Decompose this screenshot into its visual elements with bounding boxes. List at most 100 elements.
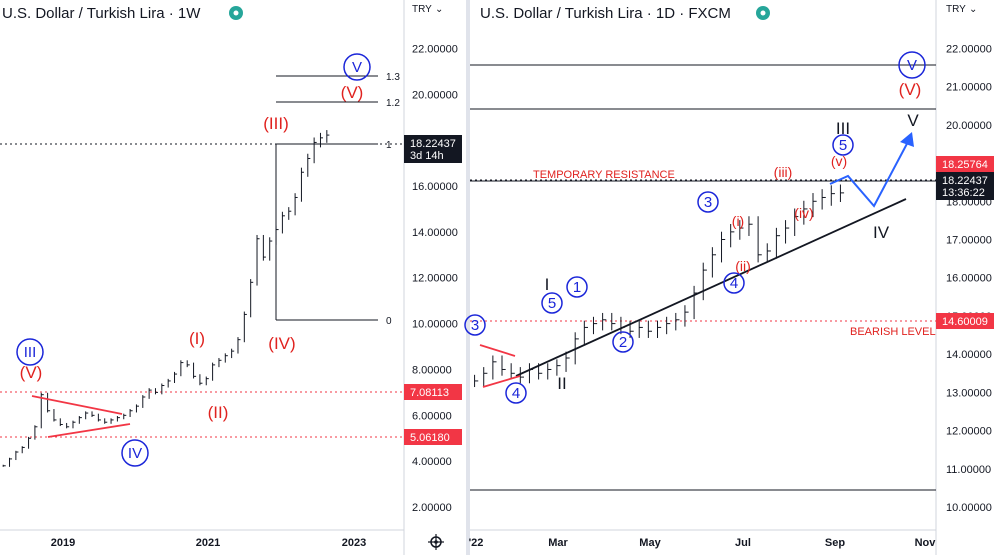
left-ytick-label: 16.00000 [412,181,458,193]
left-ytick-label: 10.00000 [412,319,458,331]
right-wave-v: (v) [831,153,847,169]
right-circle-3-small [464,314,486,336]
right-ytick-label: 14.00000 [946,349,992,361]
left-badge-last: 18.22437 3d 14h [404,135,462,163]
right-price-bars [474,184,845,388]
left-ytick-label: 12.00000 [412,273,458,285]
right-xtick-3: Jul [735,537,751,549]
right-price-ticks: 10.00000 11.00000 12.00000 13.00000 14.00000… [946,43,992,514]
panel-separator[interactable] [466,0,470,555]
right-triangle-upper-line [479,344,516,357]
right-circle-1 [566,276,588,298]
right-badge-last-price: 18.22437 [942,175,988,187]
right-panel: U.S. Dollar / Turkish Lira · 1D · FXCM T… [464,0,994,555]
left-price-ticks: 2.00000 4.00000 6.00000 8.00000 10.00000 12.0… [412,43,458,514]
left-ytick-label: 22.00000 [412,43,458,55]
settings-gear-icon[interactable] [428,534,444,550]
left-xtick-2: 2023 [342,537,366,549]
left-circle-III [16,338,44,366]
left-panel: U.S. Dollar / Turkish Lira · 1W TRY ⌄ 2.… [0,0,462,555]
right-wave-V: V [907,111,919,130]
left-ytick-label: 2.00000 [412,502,452,514]
right-circle-4-small [505,382,527,404]
right-circle-2 [612,331,634,353]
left-xtick-0: 2019 [51,537,75,549]
right-circle-5 [541,292,563,314]
fib-label-1.2: 1.2 [386,98,400,109]
right-ytick-label: 22.00000 [946,43,992,55]
right-circled-4-small: 4 [512,385,520,402]
right-ytick-label: 12.00000 [946,426,992,438]
right-circled-1: 1 [573,279,581,296]
left-ytick-label: 8.00000 [412,364,452,376]
right-xtick-5: Nov [915,537,937,549]
left-chart-title: U.S. Dollar / Turkish Lira · 1W [2,5,201,22]
right-circle-V [898,51,926,79]
right-circled-V: V [907,57,917,74]
fib-label-0: 0 [386,316,392,327]
temporary-resistance-label: TEMPORARY RESISTANCE [533,169,675,181]
left-circled-label-V: V [352,59,362,76]
left-currency-chevron-icon[interactable]: ⌄ [435,4,443,15]
right-badge-last-time: 13:36:22 [942,187,985,199]
right-badge-1825-price: 18.25764 [942,159,988,171]
left-badge-last-time: 3d 14h [410,150,444,162]
left-triangle-upper-line [31,395,123,415]
left-badge-708: 7.08113 [404,384,462,400]
projection-path [829,137,911,208]
right-chart-title: U.S. Dollar / Turkish Lira · 1D · FXCM [480,5,731,22]
right-ytick-label: 11.00000 [946,464,991,476]
fib-label-1.3: 1.3 [386,72,400,83]
right-circled-3: 3 [704,194,712,211]
left-badge-506-price: 5.06180 [410,432,450,444]
left-ytick-label: 14.00000 [412,227,458,239]
right-triangle-lower-line [482,375,521,388]
left-triangle-lower-line [47,423,131,438]
right-wave-II: II [557,374,566,393]
right-circle-3 [697,191,719,213]
left-wave-label-I: (I) [189,329,205,348]
left-circle-IV [121,439,149,467]
right-xtick-2: May [639,537,661,549]
right-wave-ii: (ii) [735,258,751,274]
left-price-bars [2,130,330,467]
right-wave-iii: (iii) [774,164,793,180]
right-badge-last: 18.22437 13:36:22 [936,172,994,200]
right-ytick-label: 21.00000 [946,82,992,94]
market-status-dot-right [760,10,766,16]
left-wave-label-II: (II) [208,403,229,422]
left-ytick-label: 20.00000 [412,89,458,101]
right-wave-I: I [545,275,550,294]
projection-arrow-head [900,132,914,147]
right-xtick-0: '22 [469,537,484,549]
right-circled-3-small: 3 [471,317,479,334]
right-circled-2: 2 [619,334,627,351]
right-currency-chevron-icon[interactable]: ⌄ [969,4,977,15]
right-wave-i: (i) [732,213,744,229]
left-circled-label-IV: IV [128,445,142,462]
right-wave-iv: (iv) [794,205,813,221]
fib-label-1: 1 [386,140,392,151]
right-ytick-label: 10.00000 [946,502,992,514]
right-ytick-label: 13.00000 [946,387,992,399]
left-badge-506: 5.06180 [404,429,462,445]
right-currency-label[interactable]: TRY [946,4,966,15]
right-wave-V-red: (V) [899,80,922,99]
left-badge-708-price: 7.08113 [410,387,449,399]
left-wave-label-V-2: (V) [341,83,364,102]
left-ytick-label: 4.00000 [412,456,452,468]
right-badge-1825: 18.25764 [936,156,994,172]
left-badge-last-price: 18.22437 [410,138,456,150]
left-wave-label-III: (III) [263,114,289,133]
left-xtick-1: 2021 [196,537,220,549]
left-circle-V [343,53,371,81]
right-circled-4: 4 [730,275,738,292]
left-currency-label[interactable]: TRY [412,4,432,15]
right-wave-IV: IV [873,223,890,242]
right-ytick-label: 17.00000 [946,235,992,247]
market-status-dot [233,10,239,16]
left-ytick-label: 6.00000 [412,410,452,422]
right-circle-4 [723,272,745,294]
